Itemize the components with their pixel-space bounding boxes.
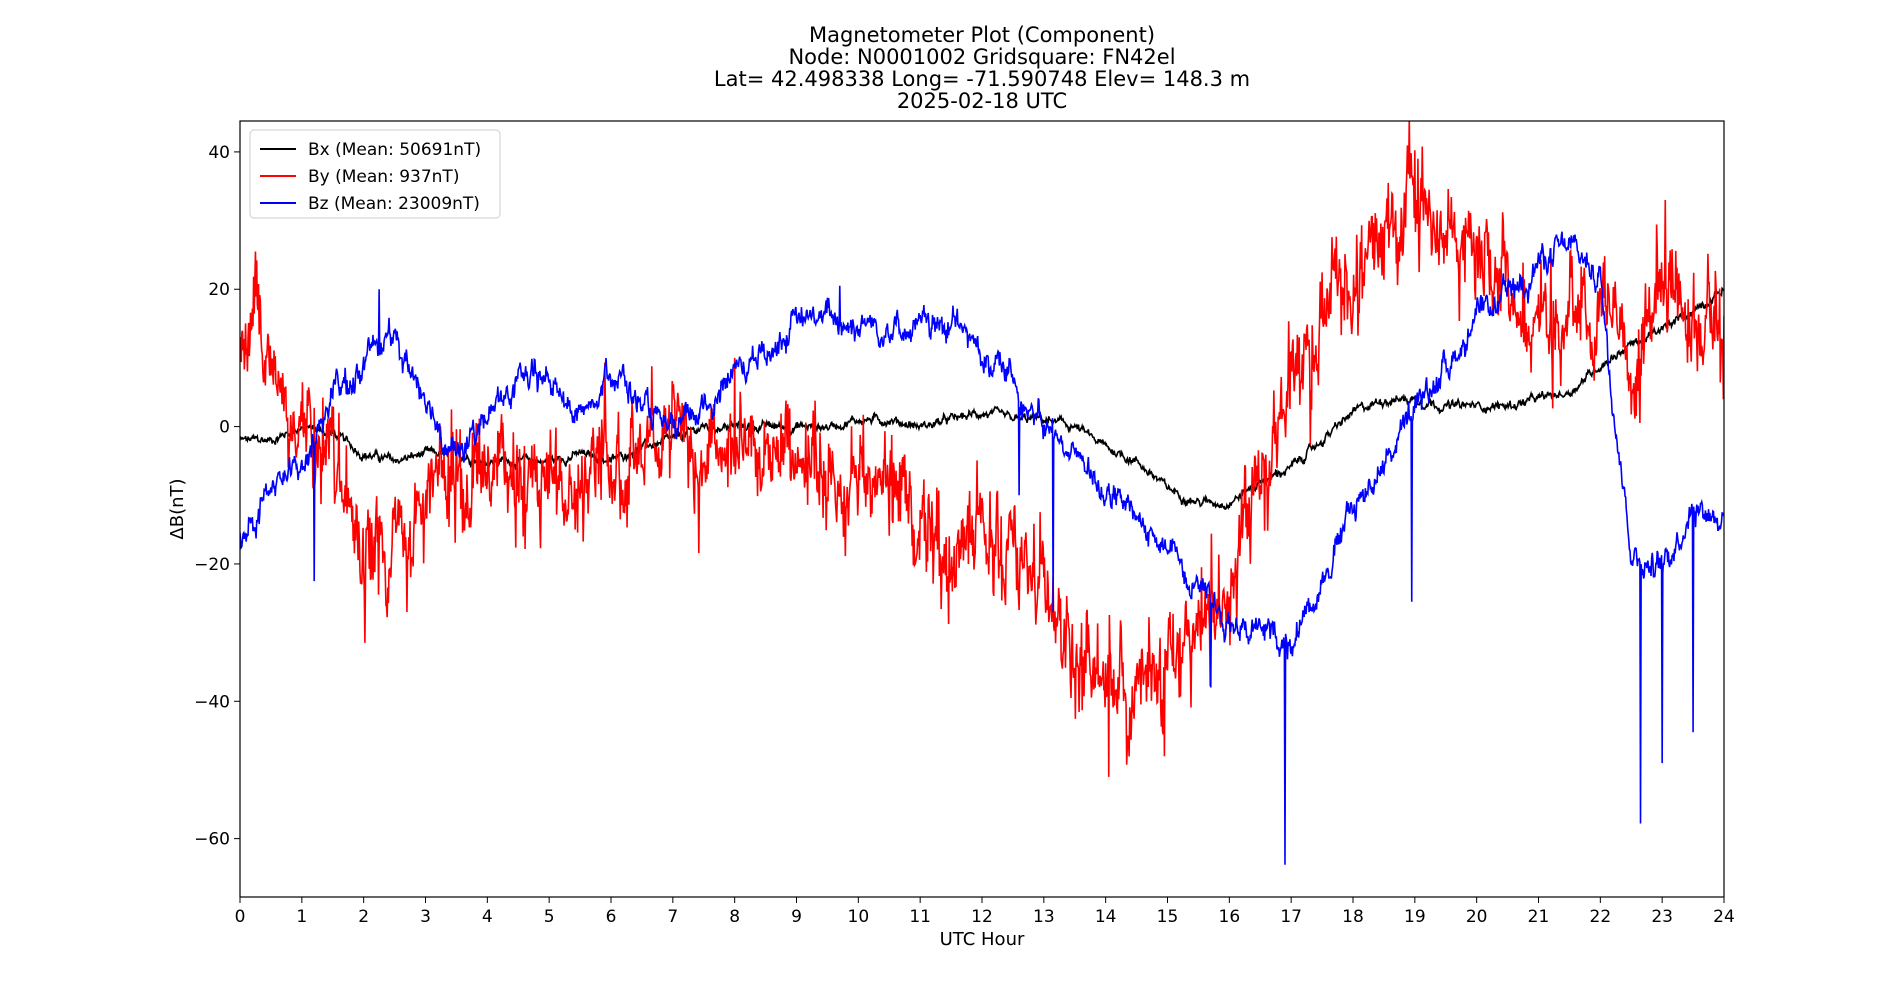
y-tick-label: 40 [208,143,230,163]
x-tick-label: 20 [1466,907,1488,927]
title-line: 2025-02-18 UTC [897,89,1067,113]
y-axis-label: ΔB(nT) [167,478,188,539]
series-line-2 [240,121,1724,777]
x-tick-label: 10 [848,907,870,927]
x-tick-label: 12 [971,907,993,927]
legend-label: Bz (Mean: 23009nT) [308,194,480,214]
x-tick-label: 17 [1280,907,1302,927]
title-line: Lat= 42.498338 Long= -71.590748 Elev= 14… [714,67,1250,91]
x-tick-label: 3 [420,907,431,927]
x-tick-label: 4 [482,907,493,927]
y-tick-label: −20 [194,555,230,575]
y-tick-label: 0 [219,418,230,438]
x-tick-label: 0 [235,907,246,927]
x-tick-label: 24 [1713,907,1735,927]
y-axis-ticks: −60 −40 −20 0 20 40 [194,143,240,850]
x-axis-ticks: 0 1 2 3 4 5 6 7 8 9 10 11 12 13 14 15 16 17 18 19 20 21 22 23 24 [235,897,1735,927]
x-tick-label: 18 [1342,907,1364,927]
title-line: Magnetometer Plot (Component) [809,23,1155,47]
y-tick-label: −60 [194,830,230,850]
x-tick-label: 2 [358,907,369,927]
series-line-1 [240,286,1724,511]
series-line-3 [240,231,1724,865]
legend-label: By (Mean: 937nT) [308,167,459,187]
series-lines [240,121,1724,865]
legend: Bx (Mean: 50691nT) By (Mean: 937nT) Bz (Me… [249,129,501,219]
legend-label: Bx (Mean: 50691nT) [308,140,481,160]
x-tick-label: 15 [1157,907,1179,927]
y-tick-label: 20 [208,280,230,300]
x-tick-label: 19 [1404,907,1426,927]
y-tick-label: −40 [194,692,230,712]
legend-box [249,129,501,219]
x-tick-label: 23 [1651,907,1673,927]
x-tick-label: 21 [1528,907,1550,927]
x-tick-label: 11 [909,907,931,927]
x-tick-label: 5 [544,907,555,927]
x-tick-label: 13 [1033,907,1055,927]
x-tick-label: 1 [296,907,307,927]
x-tick-label: 8 [729,907,740,927]
x-axis-label: UTC Hour [940,929,1025,950]
x-tick-label: 7 [667,907,678,927]
x-tick-label: 16 [1219,907,1241,927]
x-tick-label: 9 [791,907,802,927]
x-tick-label: 6 [606,907,617,927]
x-tick-label: 14 [1095,907,1117,927]
chart-title: Magnetometer Plot (Component)Node: N0001… [714,23,1250,113]
x-tick-label: 22 [1590,907,1612,927]
title-line: Node: N0001002 Gridsquare: FN42el [788,45,1175,69]
